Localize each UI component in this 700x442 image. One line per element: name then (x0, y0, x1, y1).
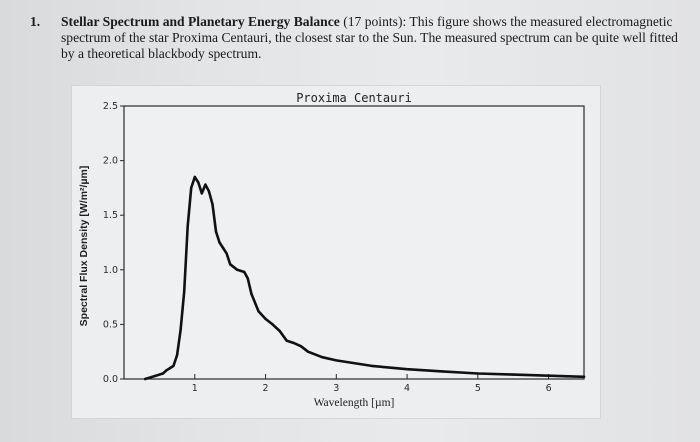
data-point (161, 372, 165, 375)
question-body: This figure shows the measured electroma… (61, 14, 678, 61)
spectrum-chart: Proxima Centauri Wavelength [µm] Spectra… (78, 91, 586, 409)
data-point (144, 377, 147, 381)
data-point (221, 246, 225, 250)
data-point (250, 292, 253, 295)
data-point (154, 374, 157, 377)
data-series (143, 175, 586, 381)
y-tick-label: 2.0 (103, 156, 118, 167)
data-point (547, 374, 550, 377)
data-point (370, 364, 373, 368)
data-point (512, 373, 515, 376)
y-tick-label: 1.5 (103, 210, 118, 221)
data-point (264, 317, 267, 321)
data-point (321, 356, 324, 359)
data-point (246, 277, 249, 280)
data-point (271, 323, 274, 326)
data-point (236, 268, 239, 271)
x-tick-label: 5 (475, 383, 481, 394)
data-point (186, 224, 189, 228)
y-tick-label: 0.0 (103, 374, 118, 385)
x-tick-label: 2 (263, 383, 269, 394)
x-tick-label: 1 (192, 383, 198, 394)
data-point (335, 359, 338, 362)
data-point (172, 364, 175, 368)
data-point (285, 339, 288, 342)
x-tick-label: 4 (404, 383, 410, 394)
data-point (225, 252, 228, 255)
axis-ticks: 1 2 3 4 5 6 0.0 0.5 1.0 1.5 2.0 2.5 (103, 101, 552, 394)
question-number: 1. (30, 14, 41, 29)
figure-panel: Proxima Centauri Wavelength [µm] Spectra… (72, 86, 600, 418)
data-point (306, 350, 310, 353)
y-tick-label: 2.5 (103, 101, 118, 112)
question-points: (17 points): (343, 14, 407, 29)
data-point (200, 192, 203, 195)
chart-title: Proxima Centauri (296, 91, 412, 105)
data-point (243, 270, 246, 274)
data-point (218, 241, 221, 244)
data-point (165, 369, 168, 372)
data-point (476, 372, 479, 375)
data-point (582, 375, 586, 378)
data-point (193, 175, 196, 179)
data-point (405, 368, 409, 371)
plot-frame (123, 105, 585, 380)
data-point (292, 341, 295, 345)
data-point (211, 203, 214, 206)
data-point (207, 190, 211, 193)
data-point (190, 186, 193, 190)
data-point (168, 366, 172, 370)
x-tick-label: 3 (333, 383, 339, 394)
data-point (441, 370, 444, 373)
data-point (204, 183, 207, 186)
data-point (183, 290, 186, 293)
y-axis-label: Spectral Flux Density [W/m²/µm] (78, 166, 90, 327)
y-tick-label: 1.0 (103, 265, 118, 276)
question-title: Stellar Spectrum and Planetary Energy Ba… (61, 14, 340, 29)
question-text: Stellar Spectrum and Planetary Energy Ba… (61, 14, 681, 62)
x-axis-label: Wavelength [µm] (314, 397, 395, 409)
data-point (278, 329, 281, 333)
data-point (214, 230, 218, 233)
data-point (197, 181, 200, 184)
data-point (229, 263, 232, 266)
x-tick-label: 6 (546, 383, 552, 394)
data-point (299, 345, 303, 348)
data-point (175, 353, 179, 357)
y-tick-label: 0.5 (103, 319, 118, 330)
data-point (257, 310, 260, 313)
data-point (179, 328, 182, 332)
